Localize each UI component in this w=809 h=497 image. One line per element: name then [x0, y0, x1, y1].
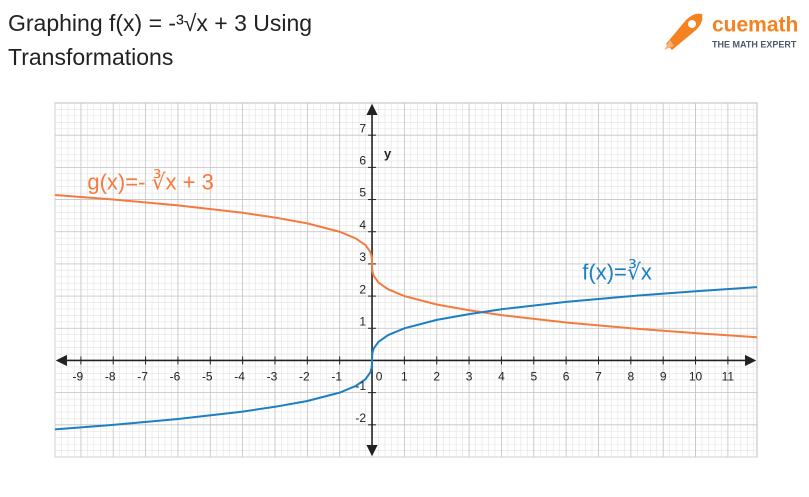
axes: [55, 103, 757, 457]
x-tick-label: -6: [170, 370, 181, 384]
rocket-icon: [664, 13, 703, 51]
x-tick-label: 4: [498, 370, 505, 384]
x-tick-label: 2: [433, 370, 440, 384]
x-tick-label: -9: [73, 370, 84, 384]
x-tick-label: -1: [331, 370, 342, 384]
x-tick-label: 0: [376, 370, 383, 384]
x-tick-label: 3: [466, 370, 473, 384]
y-axis-label: y: [384, 146, 392, 161]
x-tick-label: 5: [530, 370, 537, 384]
y-tick-label: 7: [359, 121, 366, 135]
x-tick-label: 10: [689, 370, 703, 384]
y-tick-label: 1: [359, 314, 366, 328]
x-tick-label: -8: [105, 370, 116, 384]
brand-logo: cuemath THE MATH EXPERT: [664, 13, 798, 51]
y-tick-label: -2: [355, 411, 366, 425]
y-tick-label: 3: [359, 250, 366, 264]
x-tick-label: 6: [563, 370, 570, 384]
brand-tagline: THE MATH EXPERT: [712, 39, 797, 49]
x-tick-label: 11: [722, 370, 735, 384]
x-tick-label: -2: [299, 370, 310, 384]
curves: [54, 194, 758, 431]
series-label: f(x)=∛x: [582, 258, 652, 284]
brand-name: cuemath: [712, 14, 798, 37]
y-tick-label: 2: [359, 282, 366, 296]
x-tick-label: 1: [401, 370, 408, 384]
series-label: g(x)=- ∛x + 3: [87, 168, 213, 194]
x-tick-label: -5: [202, 370, 213, 384]
x-tick-label: -7: [137, 370, 148, 384]
y-tick-label: -1: [355, 379, 366, 393]
x-tick-label: 9: [660, 370, 667, 384]
plot-area: [54, 102, 758, 458]
x-tick-label: 7: [595, 370, 602, 384]
y-tick-label: 4: [359, 218, 366, 232]
x-tick-label: -4: [234, 370, 245, 384]
x-tick-label: 8: [627, 370, 634, 384]
y-tick-label: 6: [359, 154, 366, 168]
x-tick-label: -3: [267, 370, 278, 384]
y-tick-label: 5: [359, 186, 366, 200]
chart-title: Graphing f(x) = -³√x + 3 Using Transform…: [8, 10, 313, 70]
series-line: [54, 194, 758, 339]
labels: -9 -8 -7 -6 -5 -4 -3 -2 -1 0 1 2 3 4 5 6 7 8 9 10 11 -2 -1 1 2 3 4…: [73, 121, 735, 425]
series-line: [54, 286, 758, 431]
minor-grid: [54, 103, 757, 458]
